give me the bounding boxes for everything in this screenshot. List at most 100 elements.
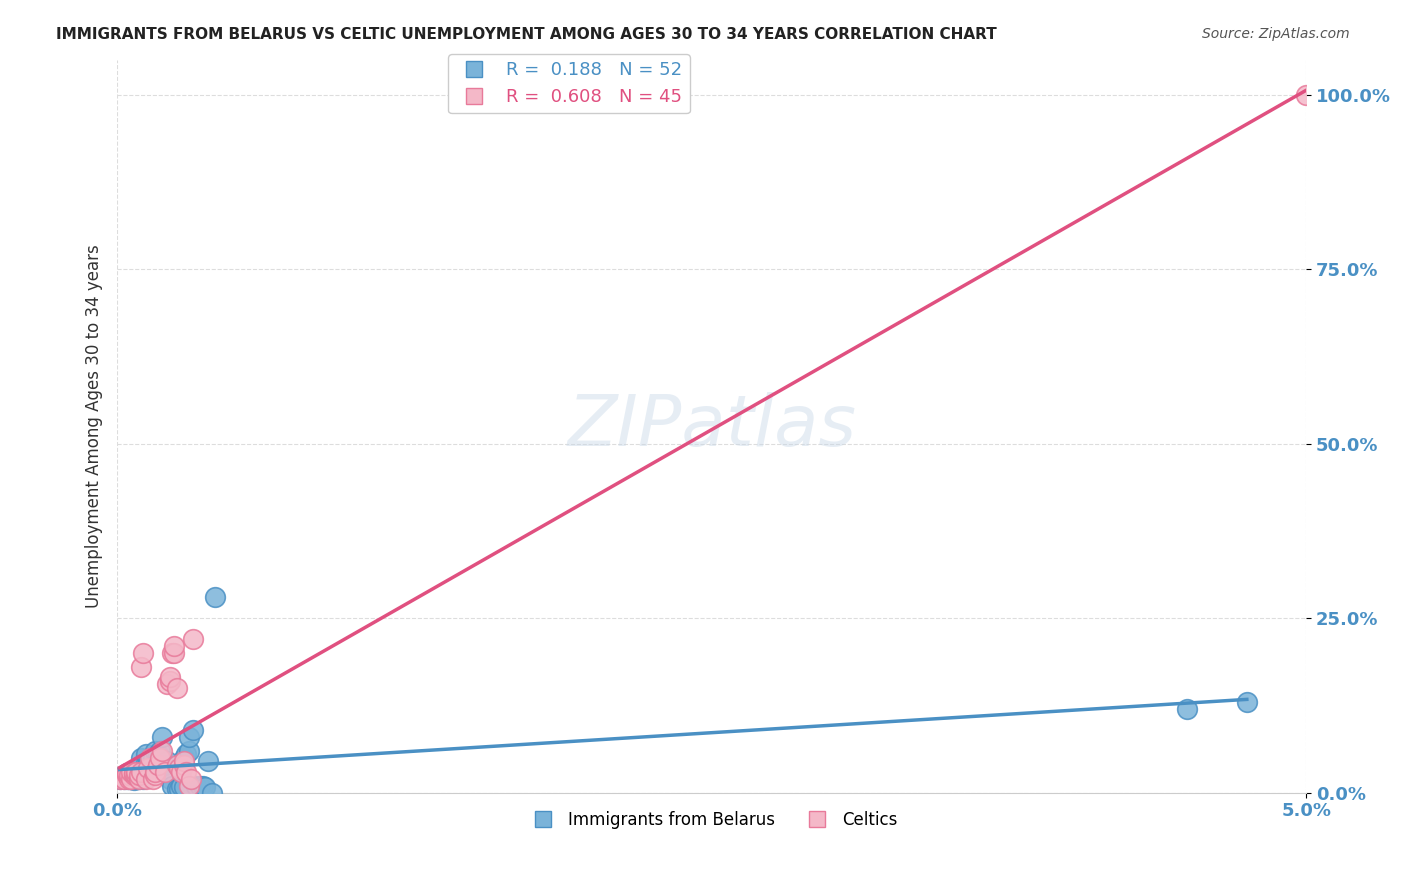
Point [122,766,145,780]
Point [118,768,141,782]
Point [166,757,188,772]
Point [115,766,138,780]
Point [129,660,152,674]
Point [143,768,166,782]
Point [167,761,190,775]
Point [197,754,219,768]
Point [128,772,150,786]
Point [184,779,207,793]
Point [129,750,152,764]
Point [170,779,193,793]
Point [166,782,188,797]
Point [136,756,159,771]
Point [173,750,195,764]
Point [128,768,150,782]
Point [115,768,138,782]
Point [201,786,224,800]
Point [150,744,173,758]
Point [129,768,152,782]
Point [122,770,145,784]
Point [139,750,162,764]
Point [120,772,142,786]
Point [118,772,141,786]
Point [136,761,159,775]
Point [204,590,226,604]
Point [122,768,145,782]
Point [190,779,212,793]
Point [135,756,157,771]
Point [146,747,169,762]
Point [167,782,190,797]
Point [128,770,150,784]
Point [174,747,197,762]
Point [159,670,181,684]
Point [153,764,176,779]
Point [108,772,131,786]
Point [163,646,186,660]
Point [125,766,148,780]
Point [122,773,145,788]
Point [156,677,179,691]
Point [135,772,157,786]
Point [136,757,159,772]
Point [108,772,131,786]
Point [181,632,204,646]
Point [125,764,148,779]
Point [173,754,195,768]
Point [163,639,186,653]
Point [1236,695,1258,709]
Point [125,772,148,786]
Point [177,779,200,793]
Y-axis label: Unemployment Among Ages 30 to 34 years: Unemployment Among Ages 30 to 34 years [86,244,103,608]
Point [1177,702,1199,716]
Point [177,730,200,744]
Point [181,723,204,737]
Point [153,757,176,772]
Point [115,768,138,782]
Point [112,772,135,786]
Point [142,772,165,786]
Point [143,764,166,779]
Point [132,772,155,786]
Point [115,772,138,786]
Text: IMMIGRANTS FROM BELARUS VS CELTIC UNEMPLOYMENT AMONG AGES 30 TO 34 YEARS CORRELA: IMMIGRANTS FROM BELARUS VS CELTIC UNEMPL… [56,27,997,42]
Point [180,772,202,786]
Point [173,757,195,772]
Point [128,772,150,786]
Point [112,768,135,782]
Point [129,764,152,779]
Point [194,780,217,794]
Point [142,750,165,764]
Point [132,646,155,660]
Point [150,730,173,744]
Point [111,770,134,784]
Point [170,764,193,779]
Point [115,766,138,780]
Point [118,768,141,782]
Point [149,744,172,758]
Point [125,768,148,782]
Point [160,779,183,793]
Point [118,772,141,786]
Point [173,780,195,794]
Point [1295,87,1317,102]
Point [160,646,183,660]
Point [143,744,166,758]
Point [177,744,200,758]
Point [125,768,148,782]
Point [166,681,188,695]
Point [149,750,172,764]
Point [191,779,214,793]
Point [146,757,169,772]
Point [156,754,179,768]
Point [120,772,142,786]
Text: ZIPatlas: ZIPatlas [567,392,856,460]
Point [159,673,181,688]
Point [120,764,142,779]
Point [159,772,181,786]
Point [135,747,157,762]
Legend: Immigrants from Belarus, Celtics: Immigrants from Belarus, Celtics [520,805,904,836]
Point [112,772,135,786]
Point [111,770,134,784]
Point [174,764,197,779]
